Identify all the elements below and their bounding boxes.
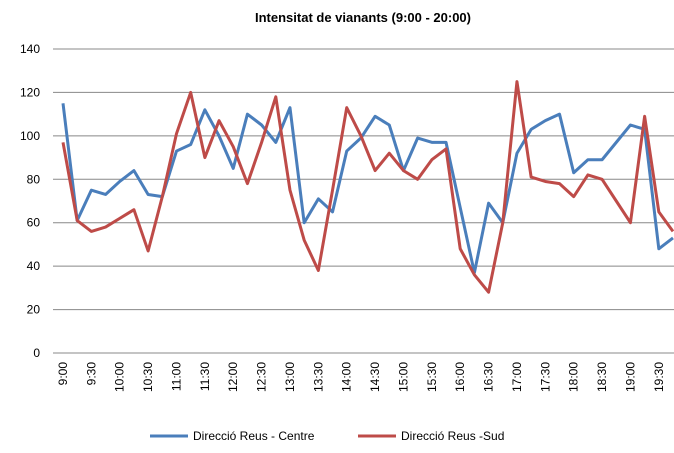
y-tick-label: 60 <box>27 216 41 230</box>
x-tick-label: 10:30 <box>141 362 155 392</box>
x-tick-label: 10:00 <box>113 362 127 392</box>
x-tick-label: 12:30 <box>255 362 269 392</box>
x-tick-label: 18:30 <box>595 362 609 392</box>
y-tick-label: 140 <box>20 42 40 56</box>
y-tick-label: 0 <box>33 346 40 360</box>
x-tick-label: 9:00 <box>56 362 70 386</box>
x-tick-label: 19:30 <box>652 362 666 392</box>
x-tick-label: 11:00 <box>169 362 183 391</box>
x-tick-label: 16:30 <box>482 362 496 392</box>
x-tick-label: 15:00 <box>396 362 410 392</box>
legend-label: Direcció Reus - Centre <box>193 429 315 443</box>
legend-label: Direcció Reus -Sud <box>401 429 504 443</box>
x-tick-label: 18:00 <box>567 362 581 392</box>
y-tick-label: 40 <box>27 259 41 273</box>
series-line <box>61 103 674 275</box>
y-tick-label: 120 <box>20 85 40 99</box>
x-tick-label: 17:30 <box>538 362 552 392</box>
y-tick-label: 80 <box>27 172 41 186</box>
x-tick-label: 15:30 <box>425 362 439 392</box>
x-tick-label: 9:30 <box>84 362 98 386</box>
x-tick-label: 16:00 <box>453 362 467 392</box>
series-line <box>61 80 674 294</box>
x-tick-label: 11:30 <box>198 362 212 391</box>
x-tick-label: 13:00 <box>283 362 297 392</box>
x-tick-label: 13:30 <box>311 362 325 392</box>
x-tick-label: 19:00 <box>623 362 637 392</box>
x-tick-label: 14:00 <box>340 362 354 392</box>
x-tick-label: 14:30 <box>368 362 382 392</box>
chart-title: Intensitat de vianants (9:00 - 20:00) <box>255 10 471 25</box>
y-tick-label: 100 <box>20 129 40 143</box>
x-tick-label: 12:00 <box>226 362 240 392</box>
y-tick-label: 20 <box>27 303 41 317</box>
x-tick-label: 17:00 <box>510 362 524 392</box>
